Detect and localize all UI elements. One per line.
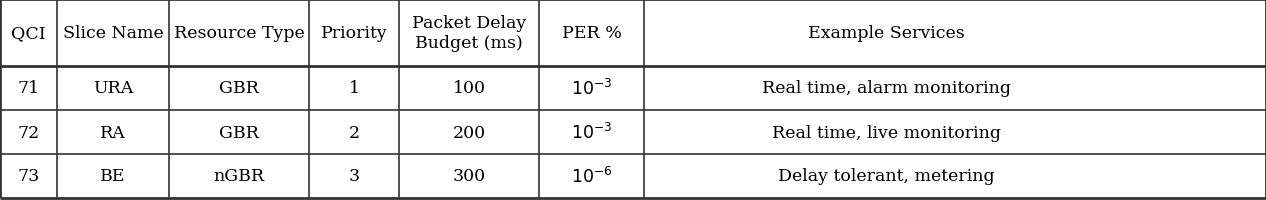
Text: 72: 72 <box>18 124 39 141</box>
Text: GBR: GBR <box>219 124 260 141</box>
Text: PER %: PER % <box>562 25 622 42</box>
Text: Priority: Priority <box>320 25 387 42</box>
Text: 73: 73 <box>18 168 39 185</box>
Text: RA: RA <box>100 124 125 141</box>
Text: 300: 300 <box>452 168 486 185</box>
Text: $10^{-3}$: $10^{-3}$ <box>571 79 613 99</box>
Text: 71: 71 <box>18 80 39 97</box>
Text: 2: 2 <box>348 124 360 141</box>
Text: 3: 3 <box>348 168 360 185</box>
Text: URA: URA <box>92 80 133 97</box>
Text: Slice Name: Slice Name <box>62 25 163 42</box>
Text: 200: 200 <box>452 124 486 141</box>
Text: $10^{-6}$: $10^{-6}$ <box>571 166 613 186</box>
Text: Real time, live monitoring: Real time, live monitoring <box>772 124 1001 141</box>
Text: QCI: QCI <box>11 25 46 42</box>
Text: $10^{-3}$: $10^{-3}$ <box>571 122 613 142</box>
Text: 1: 1 <box>348 80 360 97</box>
Text: Example Services: Example Services <box>808 25 965 42</box>
Text: Packet Delay
Budget (ms): Packet Delay Budget (ms) <box>411 15 527 52</box>
Text: 100: 100 <box>452 80 485 97</box>
Text: BE: BE <box>100 168 125 185</box>
Text: Delay tolerant, metering: Delay tolerant, metering <box>779 168 995 185</box>
Text: nGBR: nGBR <box>214 168 265 185</box>
Text: GBR: GBR <box>219 80 260 97</box>
Text: Resource Type: Resource Type <box>173 25 304 42</box>
Text: Real time, alarm monitoring: Real time, alarm monitoring <box>762 80 1012 97</box>
